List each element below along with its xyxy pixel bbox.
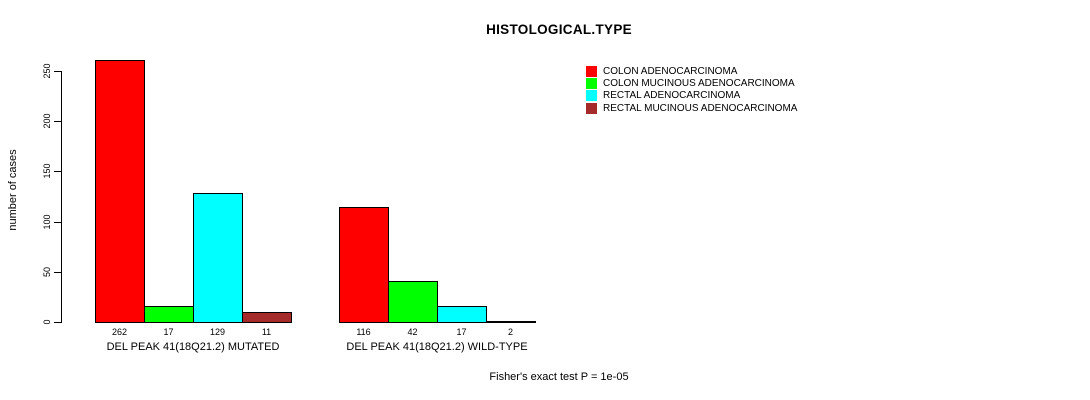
bar-value-label: 11 [261, 327, 272, 337]
legend: COLON ADENOCARCINOMA COLON MUCINOUS ADENO… [586, 65, 797, 115]
y-axis-tick [54, 272, 61, 273]
legend-row: COLON MUCINOUS ADENOCARCINOMA [586, 77, 797, 90]
legend-swatch-icon [586, 65, 597, 77]
bar-value-label: 116 [356, 327, 371, 337]
y-axis-tick-label: 100 [42, 214, 52, 230]
y-axis-tick [54, 71, 61, 72]
y-axis-tick [54, 222, 61, 223]
bar-rectal-mucinous-adenocarcinoma [242, 312, 292, 323]
x-axis-group-label: DEL PEAK 41(18Q21.2) MUTATED [106, 341, 280, 353]
bar-colon-mucinous-adenocarcinoma [388, 281, 438, 323]
annotation-text: Fisher's exact test P = 1e-05 [489, 371, 629, 383]
y-axis-title: number of cases [7, 149, 19, 231]
bar-value-label: 2 [507, 327, 513, 337]
x-axis-group-label: DEL PEAK 41(18Q21.2) WILD-TYPE [346, 341, 528, 353]
legend-label: COLON MUCINOUS ADENOCARCINOMA [603, 78, 795, 90]
legend-row: COLON ADENOCARCINOMA [586, 65, 797, 77]
y-axis-tick [54, 121, 61, 122]
y-axis-line [61, 71, 62, 323]
bar-value-label: 42 [407, 327, 418, 337]
bar-rectal-mucinous-adenocarcinoma [486, 321, 536, 323]
legend-label: RECTAL ADENOCARCINOMA [603, 90, 741, 102]
y-axis-tick-label: 200 [42, 113, 52, 129]
bar-colon-adenocarcinoma [95, 60, 145, 323]
legend-swatch-icon [586, 78, 597, 90]
bar-value-label: 17 [163, 327, 174, 337]
y-axis-tick-label: 50 [42, 266, 52, 278]
legend-label: RECTAL MUCINOUS ADENOCARCINOMA [603, 102, 798, 114]
y-axis-tick-label: 250 [42, 63, 52, 79]
y-axis-tick-label: 0 [42, 319, 52, 325]
bar-colon-adenocarcinoma [339, 207, 389, 323]
bar-value-label: 262 [111, 327, 128, 337]
bar-colon-mucinous-adenocarcinoma [144, 306, 194, 323]
y-axis-tick [54, 322, 61, 323]
bar-rectal-adenocarcinoma [437, 306, 487, 323]
bar-rectal-adenocarcinoma [193, 193, 243, 323]
legend-row: RECTAL ADENOCARCINOMA [586, 90, 797, 102]
bar-value-label: 17 [456, 327, 467, 337]
chart-title: HISTOLOGICAL.TYPE [486, 22, 632, 37]
legend-swatch-icon [586, 90, 597, 102]
legend-swatch-icon [586, 102, 597, 114]
legend-label: COLON ADENOCARCINOMA [603, 65, 738, 77]
legend-row: RECTAL MUCINOUS ADENOCARCINOMA [586, 102, 797, 114]
y-axis-tick-label: 150 [42, 163, 52, 179]
y-axis-tick [54, 171, 61, 172]
bar-value-label: 129 [209, 327, 226, 337]
